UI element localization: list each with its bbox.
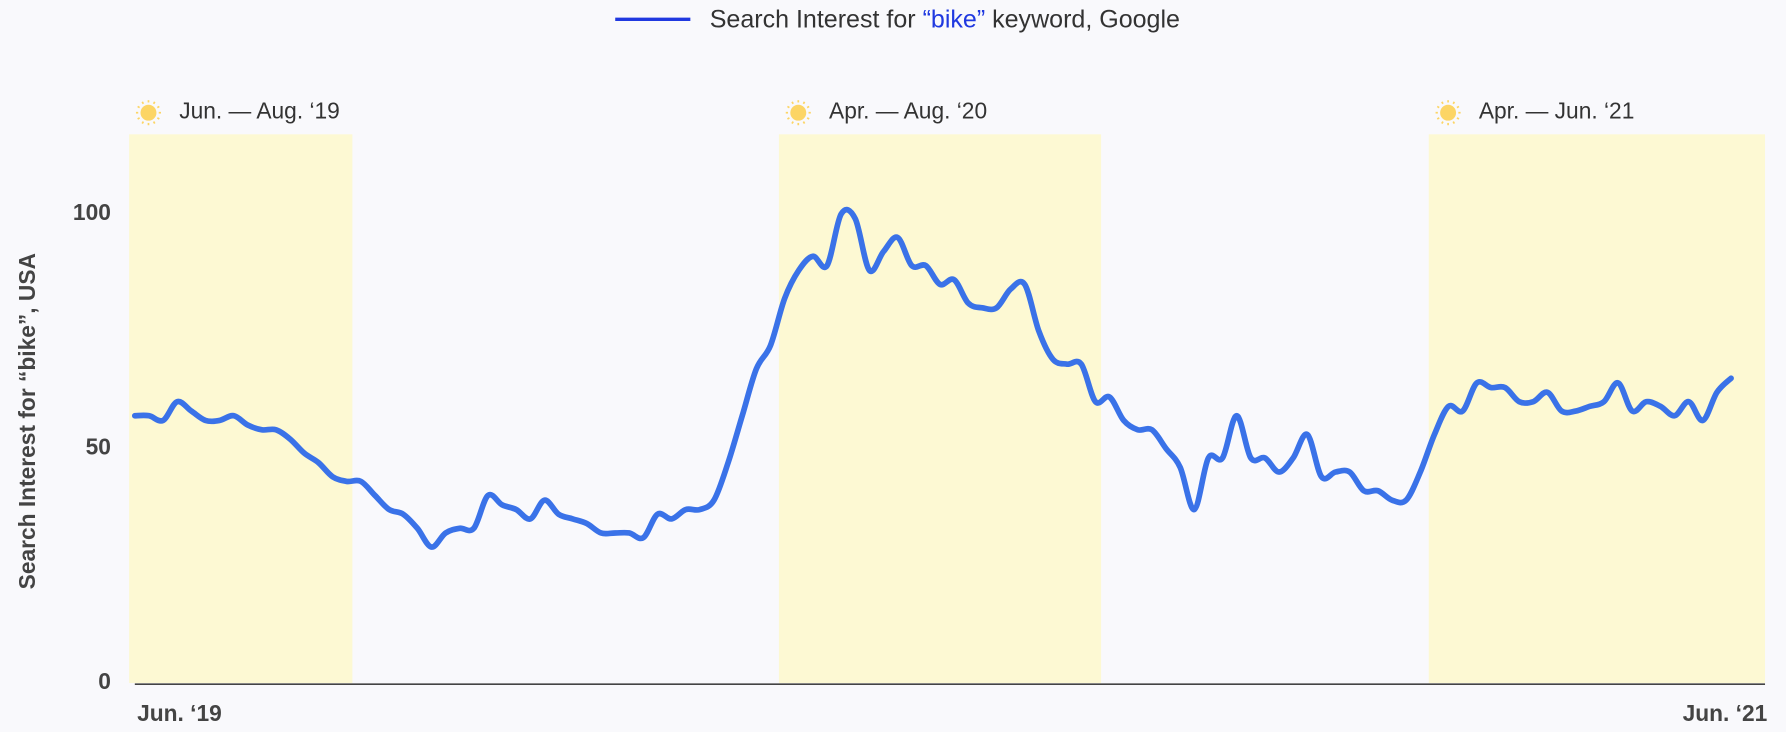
y-tick-label: 100 (73, 199, 111, 225)
sun-ray (156, 117, 160, 120)
sun-ray (791, 101, 794, 105)
sun-ray (787, 117, 790, 120)
sun-ray (152, 101, 156, 105)
sun-icon (785, 100, 811, 126)
sun-ray (1441, 101, 1444, 105)
sun-ray (1456, 117, 1460, 120)
sun-ray (802, 121, 806, 124)
sun-ray (1456, 105, 1460, 109)
highlight-band (1428, 134, 1766, 684)
sun-ray (802, 101, 806, 105)
sun-ray (1452, 101, 1456, 105)
sun-ray (787, 105, 790, 109)
sun-ray (156, 105, 160, 109)
sun-core (140, 104, 157, 121)
sun-ray (806, 117, 810, 120)
y-tick-label: 0 (98, 668, 111, 694)
sun-ray (141, 101, 145, 105)
x-tick-label: Jun. ‘19 (137, 700, 222, 726)
sun-ray (791, 121, 794, 124)
sun-icon (135, 100, 161, 126)
legend-label: Search Interest for “bike” keyword, Goog… (710, 5, 1180, 33)
sun-ray (1452, 121, 1456, 124)
legend-keyword: “bike” (923, 5, 986, 33)
sun-icon (1435, 100, 1461, 126)
highlight-band (778, 134, 1102, 684)
sun-ray (152, 121, 156, 124)
x-tick-label: Jun. ‘21 (1683, 700, 1768, 726)
sun-core (790, 104, 807, 121)
sun-core (1440, 104, 1457, 121)
y-tick-label: 50 (86, 434, 111, 460)
highlight-label: Apr. — Jun. ‘21 (1479, 98, 1635, 124)
legend-text: Search Interest for (710, 5, 923, 33)
data-line (131, 206, 1734, 550)
highlight-label: Apr. — Aug. ‘20 (829, 98, 987, 124)
sun-ray (137, 117, 141, 120)
sun-ray (141, 121, 145, 124)
sun-ray (1441, 121, 1444, 124)
sun-ray (806, 105, 810, 109)
legend-text: keyword, Google (985, 5, 1180, 33)
sun-ray (1436, 117, 1440, 120)
sun-ray (137, 105, 141, 109)
highlight-label: Jun. — Aug. ‘19 (179, 98, 340, 124)
y-axis-title: Search Interest for “bike”, USA (14, 253, 40, 589)
highlight-band (129, 134, 353, 684)
sun-ray (1436, 105, 1440, 109)
